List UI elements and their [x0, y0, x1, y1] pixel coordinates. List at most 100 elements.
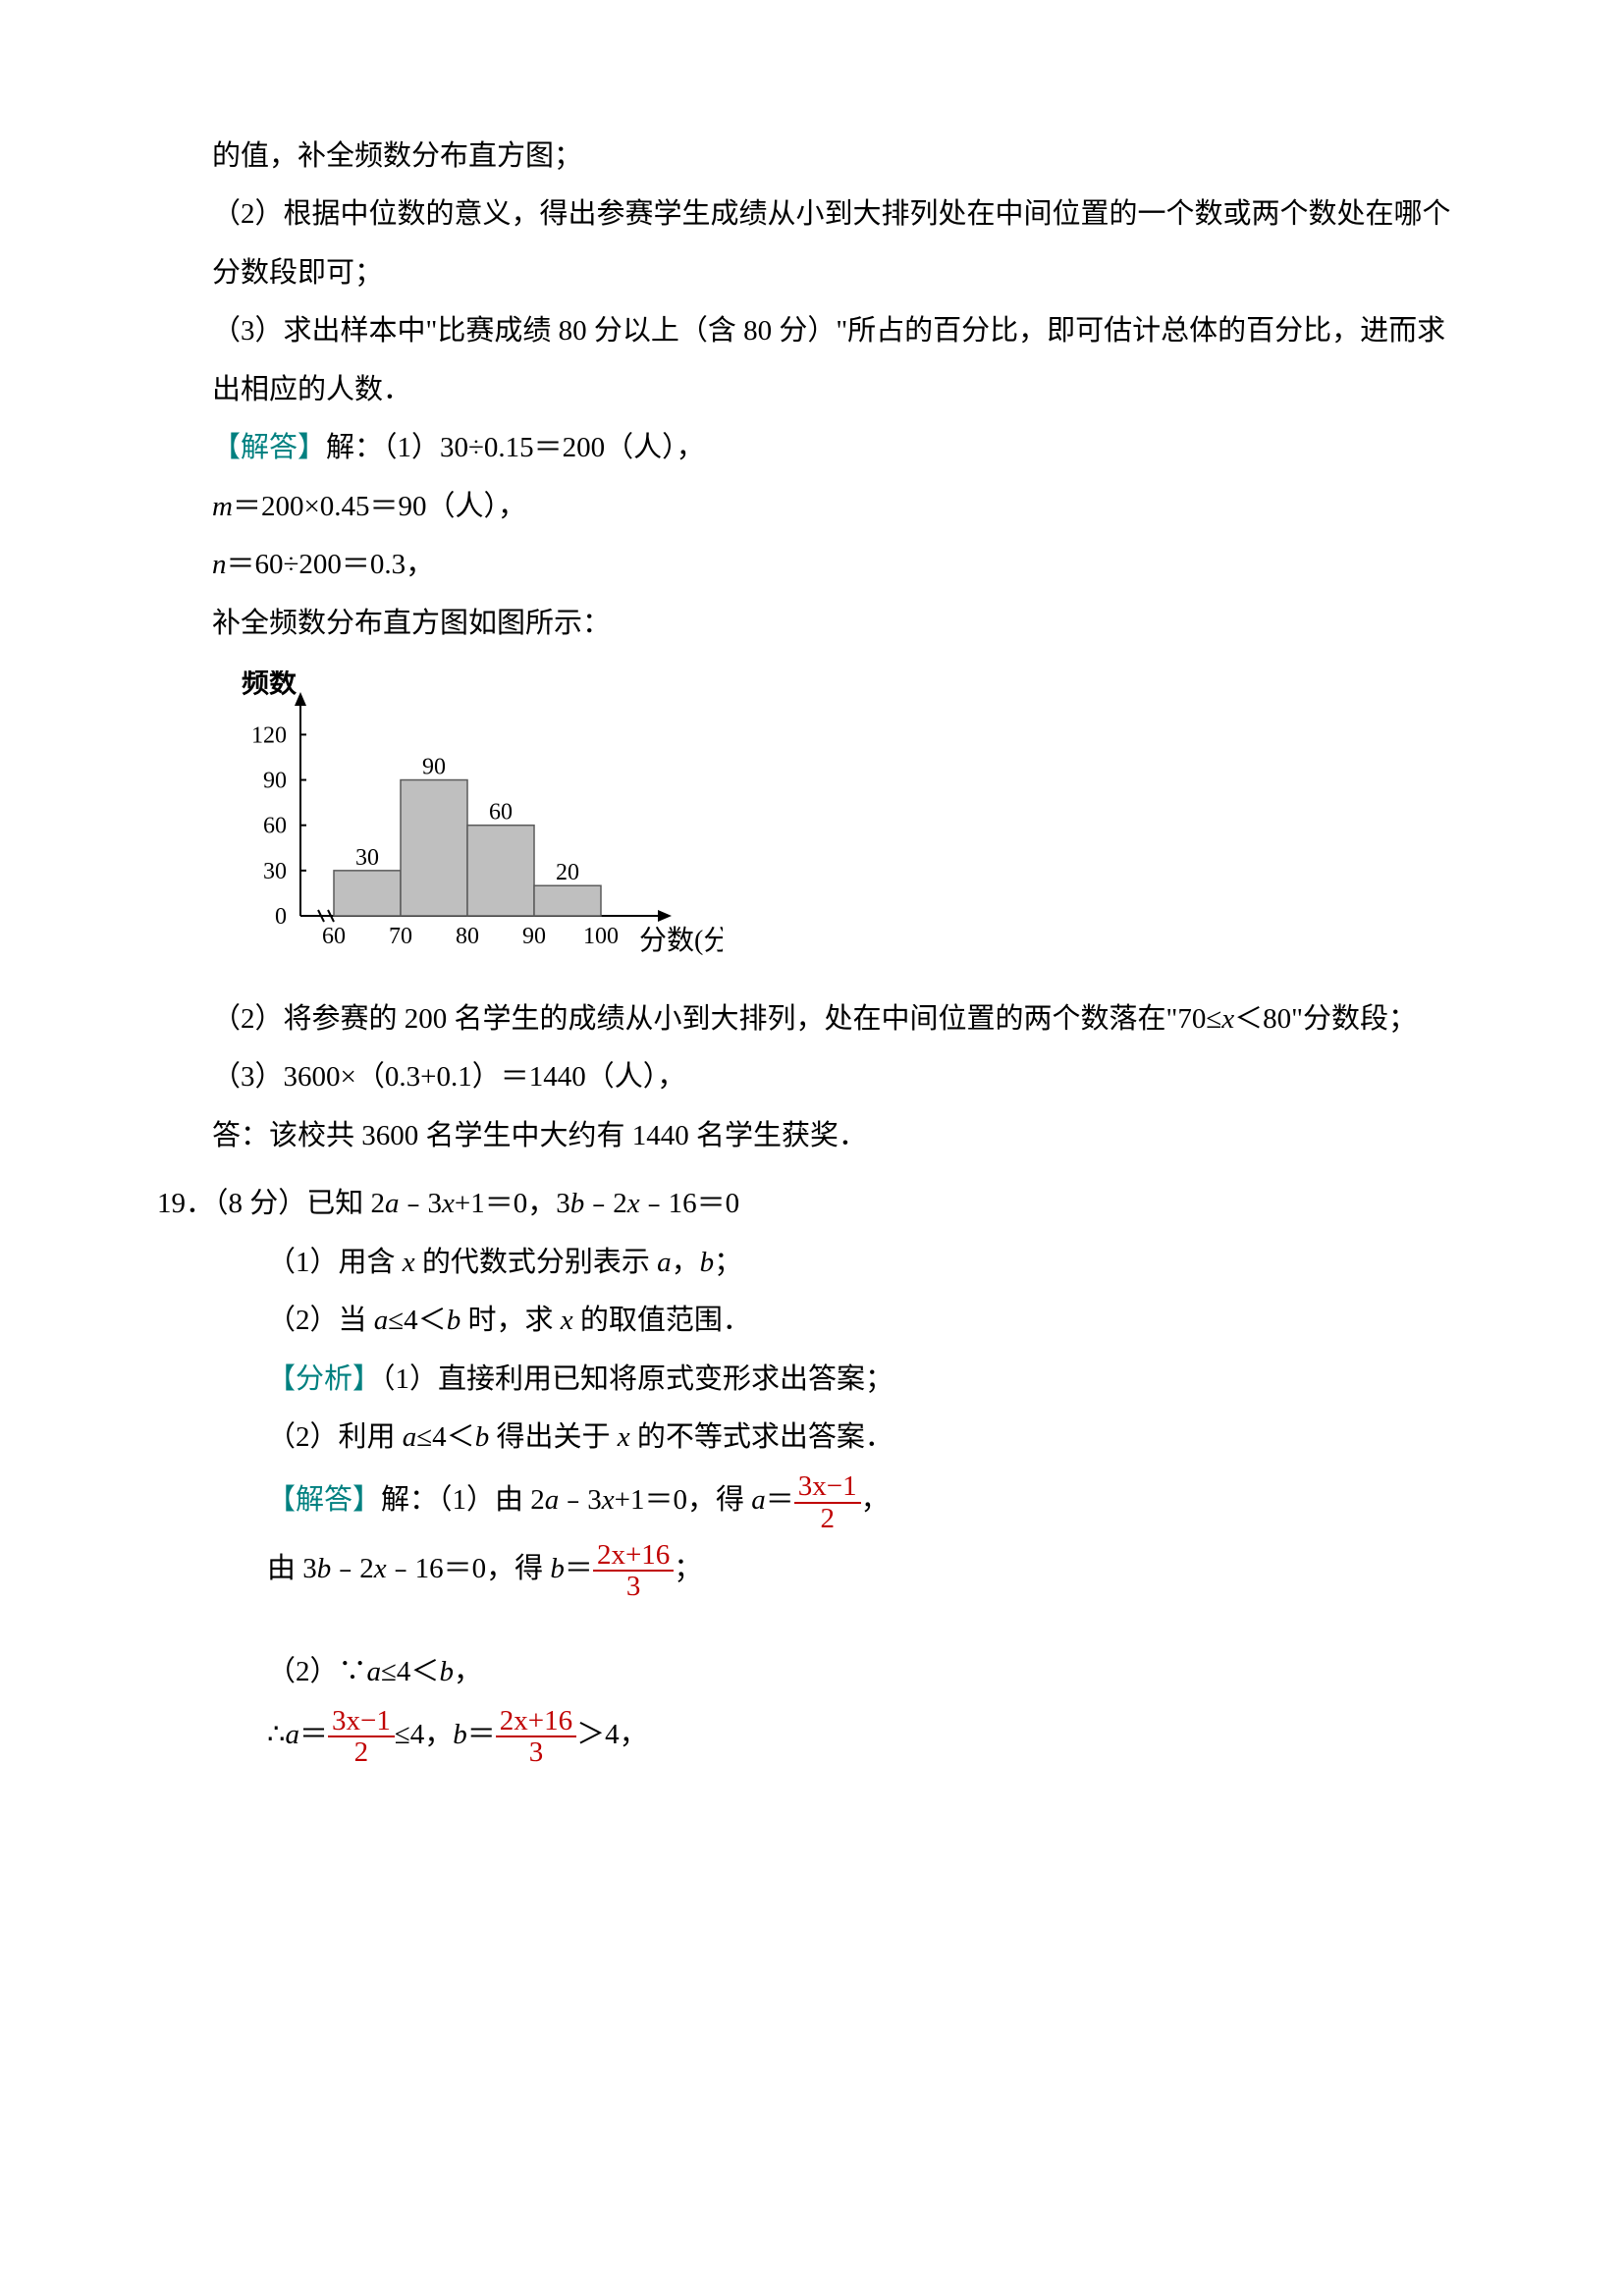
q19-s1-p2: 的代数式分别表示 [415, 1247, 658, 1278]
svg-text:频数: 频数 [242, 670, 298, 699]
sol3-p1: （2）∵ [267, 1656, 367, 1687]
svg-text:30: 30 [263, 859, 287, 884]
sol4-gt: ＞4， [576, 1719, 648, 1750]
svg-text:90: 90 [263, 768, 287, 793]
an2-p2: 得出关于 [489, 1421, 618, 1453]
analysis-p2: （2）根据中位数的意义，得出参赛学生成绩从小到大排列处在中间位置的一个数或两个数… [157, 186, 1467, 302]
q19-x2: x [627, 1188, 640, 1219]
a5-p2: ＜80"分数段； [1234, 1003, 1417, 1035]
answer-line-5: （2）将参赛的 200 名学生的成绩从小到大排列，处在中间位置的两个数落在"70… [157, 990, 1467, 1048]
q19-s1-c: ， [672, 1247, 700, 1278]
svg-text:120: 120 [251, 722, 287, 748]
q19-num: 19．（8 分）已知 2 [157, 1188, 385, 1219]
a3-rest: ＝60÷200＝0.3， [227, 549, 435, 580]
an2-p1: （2）利用 [267, 1421, 403, 1453]
solution-19-3: （2）∵a≤4＜b， [157, 1643, 1467, 1701]
a5-var: x [1221, 1003, 1234, 1035]
solution-19-1: 【解答】解：（1）由 2a﹣3x+1＝0，得 a＝3x−12， [157, 1467, 1467, 1535]
q19-s1-x: x [403, 1247, 415, 1278]
answer-line-7: 答：该校共 3600 名学生中大约有 1440 名学生获奖． [157, 1107, 1467, 1165]
sol1-end: ， [861, 1484, 890, 1516]
q19-s1-p1: （1）用含 [267, 1247, 403, 1278]
svg-text:80: 80 [456, 924, 479, 949]
histogram-svg: 03060901203090602060708090100频数分数(分) [212, 670, 723, 965]
analysis-p3: （3）求出样本中"比赛成绩 80 分以上（含 80 分）"所占的百分比，即可估计… [157, 302, 1467, 419]
q19-b: b [570, 1188, 585, 1219]
a2-rest: ＝200×0.45＝90（人）， [233, 491, 526, 522]
var-n: n [212, 549, 227, 580]
q19-s2-b: b [447, 1305, 461, 1336]
sol4-p1: ∴ [267, 1719, 285, 1750]
sol4-le: ≤4， [395, 1719, 453, 1750]
answer-line-4: 补全频数分布直方图如图所示： [157, 595, 1467, 653]
sol2-eq: ＝ [565, 1553, 593, 1584]
sol1-a2: a [751, 1484, 766, 1516]
sol2-p2: ﹣2 [331, 1553, 374, 1584]
an2-end: 的不等式求出答案． [630, 1421, 893, 1453]
sol1-p2: ﹣3 [559, 1484, 602, 1516]
analysis-p1: 的值，补全频数分布直方图； [157, 128, 1467, 186]
svg-text:90: 90 [522, 924, 546, 949]
q19-s2-p2: 时，求 [460, 1305, 561, 1336]
sol1-p1: 解：（1）由 2 [381, 1484, 545, 1516]
sol2-end: ； [674, 1553, 702, 1584]
frac-1: 3x−12 [794, 1471, 861, 1533]
frac3-num: 3x−1 [328, 1706, 395, 1737]
an1-text: （1）直接利用已知将原式变形求出答案； [381, 1363, 893, 1395]
frac3-den: 2 [328, 1737, 395, 1767]
answer-line-1: 【解答】解：（1）30÷0.15＝200（人）， [157, 419, 1467, 477]
an2-a: a [403, 1421, 417, 1453]
answer-line-6: （3）3600×（0.3+0.1）＝1440（人）， [157, 1048, 1467, 1106]
q19-sub1: （1）用含 x 的代数式分别表示 a，b； [157, 1234, 1467, 1292]
sol4-a: a [285, 1719, 299, 1750]
q19-stem: 19．（8 分）已知 2a﹣3x+1＝0，3b﹣2x﹣16＝0 [157, 1175, 1467, 1233]
sol4-b: b [453, 1719, 467, 1750]
sol4-eq2: ＝ [467, 1719, 496, 1750]
a5-p1: （2）将参赛的 200 名学生的成绩从小到大排列，处在中间位置的两个数落在"70… [212, 1003, 1221, 1035]
sol2-b2: b [550, 1553, 565, 1584]
analysis-label: 【分析】 [267, 1363, 381, 1395]
sol1-a: a [545, 1484, 560, 1516]
answer-line-2: m＝200×0.45＝90（人）， [157, 478, 1467, 536]
q19-s2-a: a [374, 1305, 389, 1336]
q19-sub2: （2）当 a≤4＜b 时，求 x 的取值范围． [157, 1292, 1467, 1350]
page: 的值，补全频数分布直方图； （2）根据中位数的意义，得出参赛学生成绩从小到大排列… [0, 0, 1624, 2296]
a1-text: 解：（1）30÷0.15＝200（人）， [326, 432, 705, 463]
q19-s2-end: 的取值范围． [573, 1305, 751, 1336]
sol1-x: x [602, 1484, 615, 1516]
frac-4: 2x+163 [496, 1706, 576, 1768]
svg-text:90: 90 [422, 754, 446, 779]
sol2-p3: ﹣16＝0，得 [387, 1553, 551, 1584]
q19-end: ﹣16＝0 [640, 1188, 740, 1219]
q19-m1: ﹣3 [400, 1188, 443, 1219]
frac2-den: 3 [593, 1572, 674, 1601]
frac1-den: 2 [794, 1504, 861, 1533]
q19-s2-p1: （2）当 [267, 1305, 374, 1336]
q19-m3: ﹣2 [584, 1188, 627, 1219]
sol1-p3: +1＝0，得 [615, 1484, 752, 1516]
q19-s2-m: ≤4＜ [388, 1305, 446, 1336]
an2-m: ≤4＜ [416, 1421, 474, 1453]
sol3-a: a [367, 1656, 382, 1687]
solution-19-2: 由 3b﹣2x﹣16＝0，得 b＝2x+163； [157, 1535, 1467, 1604]
q19-x1: x [442, 1188, 455, 1219]
svg-text:100: 100 [583, 924, 619, 949]
q19-m2: +1＝0，3 [455, 1188, 570, 1219]
q19-a: a [385, 1188, 400, 1219]
analysis-19-2: （2）利用 a≤4＜b 得出关于 x 的不等式求出答案． [157, 1409, 1467, 1467]
solution-19-4: ∴a＝3x−12≤4，b＝2x+163＞4， [157, 1701, 1467, 1770]
frac4-den: 3 [496, 1737, 576, 1767]
q19-s1-b: b [700, 1247, 715, 1278]
q19-s2-x: x [561, 1305, 573, 1336]
frac-2: 2x+163 [593, 1540, 674, 1602]
svg-text:60: 60 [263, 814, 287, 839]
sol3-m: ≤4＜ [381, 1656, 439, 1687]
frac1-num: 3x−1 [794, 1471, 861, 1503]
answer-line-3: n＝60÷200＝0.3， [157, 536, 1467, 594]
sol4-eq1: ＝ [299, 1719, 328, 1750]
analysis-19-1: 【分析】（1）直接利用已知将原式变形求出答案； [157, 1351, 1467, 1409]
svg-text:20: 20 [556, 860, 579, 885]
var-m: m [212, 491, 233, 522]
q19-s1-a: a [657, 1247, 672, 1278]
svg-text:0: 0 [275, 904, 287, 930]
